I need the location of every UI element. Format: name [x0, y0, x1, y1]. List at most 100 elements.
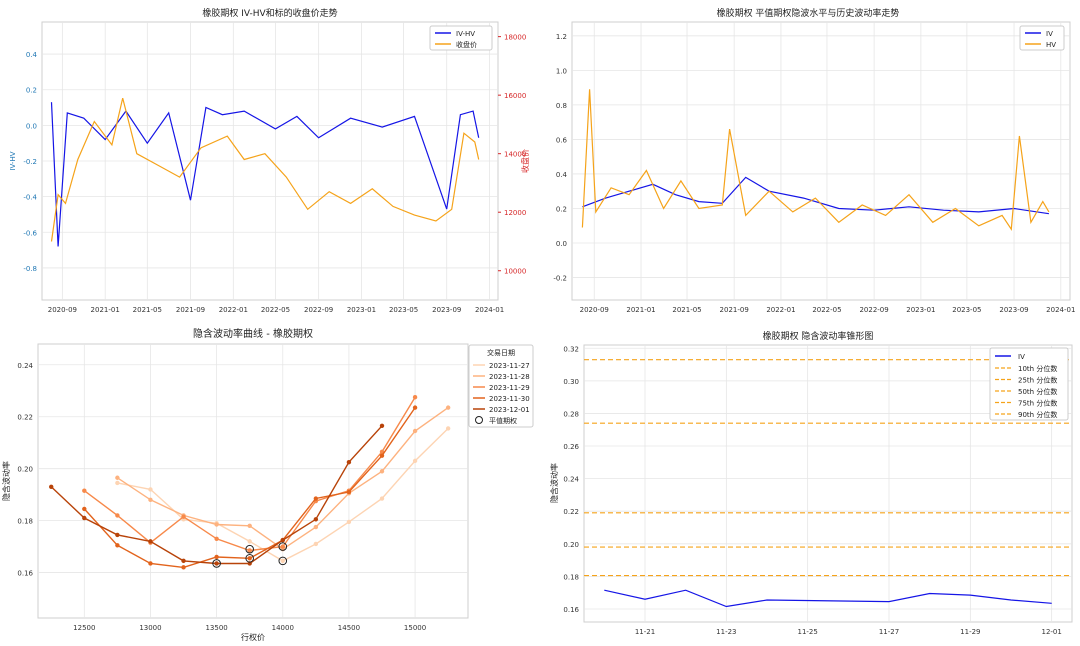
- c3-legend-title: 交易日期: [487, 348, 515, 357]
- c3-series-point: [181, 558, 186, 564]
- c3-series-point: [115, 513, 120, 518]
- c2-series-line-1: [581, 89, 1050, 231]
- c2-xtick-label: 2024-01: [1046, 306, 1075, 314]
- c4-legend-label: 75th 分位数: [1018, 399, 1057, 408]
- c3-series-point: [412, 395, 418, 400]
- c3-series-point: [280, 558, 285, 564]
- c3-series-point: [115, 532, 120, 538]
- c3-legend-label: 2023-12-01: [489, 406, 530, 414]
- c3-series-point: [313, 517, 319, 522]
- chart2-legend-label-iv: IV: [1046, 30, 1053, 38]
- c3-series-point: [214, 536, 219, 541]
- c1-xtick-label: 2020-09: [48, 306, 77, 314]
- chart3-xlabel: 行权价: [241, 632, 265, 642]
- c3-series-point: [445, 426, 451, 431]
- chart1-y2label: 收盘价: [520, 149, 530, 173]
- c4-ytick-label: 0.30: [563, 378, 579, 386]
- chart1-legend: IV-HV 收盘价: [429, 25, 493, 51]
- c2-xtick-label: 2022-01: [766, 306, 795, 314]
- c4-xtick-label: 12-01: [1041, 628, 1061, 636]
- chart1-legend-label-ivhv: IV-HV: [456, 30, 475, 38]
- c3-series-point: [346, 489, 352, 495]
- chart4-ylabel: 隐含波动率: [549, 463, 559, 503]
- c4-ytick-label: 0.28: [563, 410, 579, 418]
- chart1-grid: [42, 22, 498, 300]
- c3-series-point: [346, 519, 352, 525]
- chart1-x-ticks: 2020-09 2021-01 2021-05 2021-09 2022-01 2022-…: [48, 306, 504, 314]
- chart2-title: 橡胶期权 平值期权隐波水平与历史波动率走势: [717, 7, 900, 19]
- c4-ytick-label: 0.32: [563, 345, 579, 353]
- c4-legend-label: 50th 分位数: [1018, 387, 1057, 396]
- c3-legend-label: 2023-11-27: [489, 362, 530, 370]
- c1-xtick-label: 2021-05: [133, 306, 162, 314]
- c3-atm-marker: [212, 559, 221, 568]
- c3-xtick-label: 15000: [404, 624, 426, 632]
- chart-vol-cone: 橡胶期权 隐含波动率锥形图 0.160.180.200.220.240.260.…: [549, 330, 1073, 636]
- c3-series-point: [313, 524, 319, 530]
- c3-legend-label: 2023-11-28: [489, 373, 530, 381]
- c2-ytick-label: 0.0: [556, 240, 567, 248]
- chart3-x-ticks: 12500 13000 13500 14000 14500 15000: [73, 624, 426, 632]
- c1-ytick-label: 0.0: [26, 122, 37, 130]
- chart2-legend-box: [1019, 25, 1065, 51]
- c3-atm-marker: [278, 542, 288, 551]
- c1-y2tick-label: 10000: [504, 268, 526, 276]
- c3-ytick-label: 0.20: [17, 466, 33, 474]
- c4-legend-label: 90th 分位数: [1018, 410, 1057, 419]
- c3-legend-label: 2023-11-30: [489, 395, 530, 403]
- c1-y2tick-label: 16000: [504, 92, 526, 100]
- c3-ytick-label: 0.22: [17, 414, 33, 422]
- c3-ytick-label: 0.24: [17, 362, 33, 370]
- chart2-plot-area: [571, 21, 1071, 301]
- c2-ytick-label: 0.2: [556, 205, 567, 213]
- c3-xtick-label: 13000: [139, 624, 161, 632]
- c4-legend-label: 10th 分位数: [1018, 364, 1057, 373]
- c1-xtick-label: 2021-01: [91, 306, 120, 314]
- c4-xtick-label: 11-29: [960, 628, 980, 636]
- c4-legend-label: 25th 分位数: [1018, 376, 1057, 385]
- c1-xtick-label: 2022-05: [261, 306, 290, 314]
- c3-series-point: [115, 543, 120, 548]
- chart-iv-hv: 橡胶期权 平值期权隐波水平与历史波动率走势 -0.2 0.0 0.2 0.4 0.6 0.…: [553, 7, 1075, 314]
- c4-ytick-label: 0.22: [563, 508, 579, 516]
- c1-xtick-label: 2023-09: [432, 306, 461, 314]
- c1-y2tick-label: 18000: [504, 34, 526, 42]
- c2-ytick-label: 1.2: [556, 33, 567, 41]
- c3-ytick-label: 0.18: [17, 518, 33, 526]
- chart3-series: [49, 395, 451, 570]
- chart2-x-ticks: 2020-09 2021-01 2021-05 2021-09 2022-01 2022-…: [580, 306, 1076, 314]
- c4-xtick-label: 11-27: [879, 628, 899, 636]
- c3-xtick-label: 12500: [73, 624, 95, 632]
- c2-xtick-label: 2022-09: [859, 306, 888, 314]
- c3-series-point: [82, 515, 87, 521]
- c4-xtick-label: 11-25: [797, 628, 817, 636]
- c3-series-point: [412, 405, 418, 410]
- c2-xtick-label: 2021-09: [720, 306, 749, 314]
- chart3-y-ticks: 0.16 0.18 0.20 0.22 0.24: [17, 362, 33, 578]
- c3-series-point: [379, 496, 385, 501]
- c1-series-line-1: [50, 97, 480, 242]
- chart1-legend-label-close: 收盘价: [456, 40, 477, 49]
- c3-series-point: [82, 488, 87, 493]
- c3-series-point: [247, 539, 252, 544]
- c3-atm-marker: [245, 544, 254, 554]
- c3-series-point: [214, 561, 219, 566]
- c3-series-point: [445, 405, 451, 410]
- chart2-grid: [572, 22, 1070, 300]
- c2-xtick-label: 2021-05: [672, 306, 701, 314]
- c2-ytick-label: -0.2: [553, 275, 567, 283]
- chart4-legend: IV 10th 分位数 25th 分位数 50th 分位数 75th 分位数 90th 分…: [989, 347, 1069, 421]
- c1-xtick-label: 2023-05: [389, 306, 418, 314]
- c3-series-point: [148, 487, 153, 492]
- c2-xtick-label: 2021-01: [626, 306, 655, 314]
- c2-xtick-label: 2020-09: [580, 306, 609, 314]
- c3-xtick-label: 14000: [272, 624, 294, 632]
- c3-series-point: [82, 506, 87, 512]
- chart3-title: 隐含波动率曲线 - 橡胶期权: [193, 327, 313, 340]
- c1-ytick-label: -0.2: [23, 158, 37, 166]
- chart4-plot-area: [583, 344, 1073, 623]
- c3-legend-atm-swatch: [475, 416, 483, 424]
- c1-y2tick-label: 12000: [504, 209, 526, 217]
- c1-y2tick-label: 14000: [504, 151, 526, 159]
- chart2-legend-label-hv: HV: [1046, 41, 1056, 49]
